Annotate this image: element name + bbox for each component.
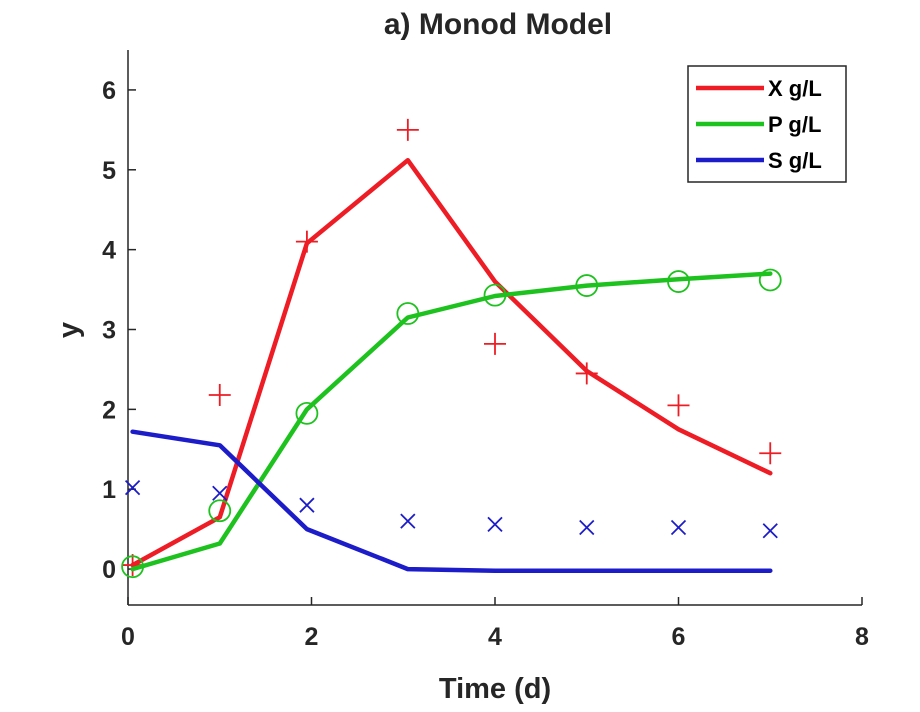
legend-label-s: S g/L [768, 148, 822, 173]
marker-circle-p [667, 270, 690, 293]
marker-circle-p [758, 268, 782, 292]
marker-stroke [124, 479, 141, 496]
marker-stroke [212, 485, 228, 501]
legend-label-p: P g/L [768, 112, 821, 137]
marker-stroke [299, 497, 315, 513]
y-tick-label: 3 [102, 316, 116, 344]
marker-circle-p [575, 274, 599, 297]
series-line-p [130, 271, 773, 572]
marker-x-s [124, 479, 141, 496]
y-tick-label: 2 [102, 396, 116, 424]
marker-circle-p [295, 401, 319, 425]
marker-circle-p [483, 283, 507, 307]
y-tick-label: 5 [102, 157, 116, 185]
chart-title: a) Monod Model [384, 8, 612, 41]
marker-x-s [299, 497, 315, 513]
series-line-x [130, 157, 773, 568]
marker-circle-p [208, 499, 232, 523]
marker-stroke [579, 519, 595, 536]
marker-stroke [670, 519, 687, 536]
marker-x-s [762, 523, 778, 539]
marker-plus-x [484, 332, 506, 355]
legend: X g/L P g/L S g/L [687, 65, 847, 183]
y-tick-label: 6 [102, 77, 116, 105]
series-line-s [130, 429, 773, 573]
legend-label-x: X g/L [768, 76, 822, 101]
marker-stroke [487, 516, 503, 532]
marker-x-s [579, 519, 595, 536]
marker-x-s [212, 485, 228, 501]
x-tick-label: 2 [305, 623, 319, 651]
y-tick-label: 0 [102, 556, 116, 584]
y-axis-label: y [53, 322, 85, 338]
y-tick-label: 1 [102, 476, 116, 504]
x-tick-label: 8 [855, 623, 869, 651]
x-tick-label: 4 [488, 623, 502, 651]
x-axis-label: Time (d) [439, 673, 551, 705]
marker-plus-x [667, 394, 690, 417]
marker-plus-x [759, 442, 782, 465]
marker-plus-x [575, 362, 598, 385]
y-tick-label: 4 [102, 237, 116, 265]
marker-stroke [762, 523, 778, 539]
marker-plus-x [396, 118, 419, 141]
x-tick-label: 0 [121, 623, 135, 651]
marker-x-s [670, 519, 687, 536]
marker-plus-x [208, 383, 231, 406]
marker-x-s [487, 516, 503, 532]
plot-area [121, 118, 782, 579]
marker-circle-p [396, 302, 420, 325]
marker-stroke [400, 513, 416, 529]
marker-plus-x [295, 230, 318, 253]
axes: 0 2 4 6 8 0 1 2 3 4 5 6 [102, 50, 869, 651]
x-tick-label: 6 [672, 623, 686, 651]
marker-circle-p [121, 555, 144, 579]
marker-x-s [400, 513, 416, 529]
